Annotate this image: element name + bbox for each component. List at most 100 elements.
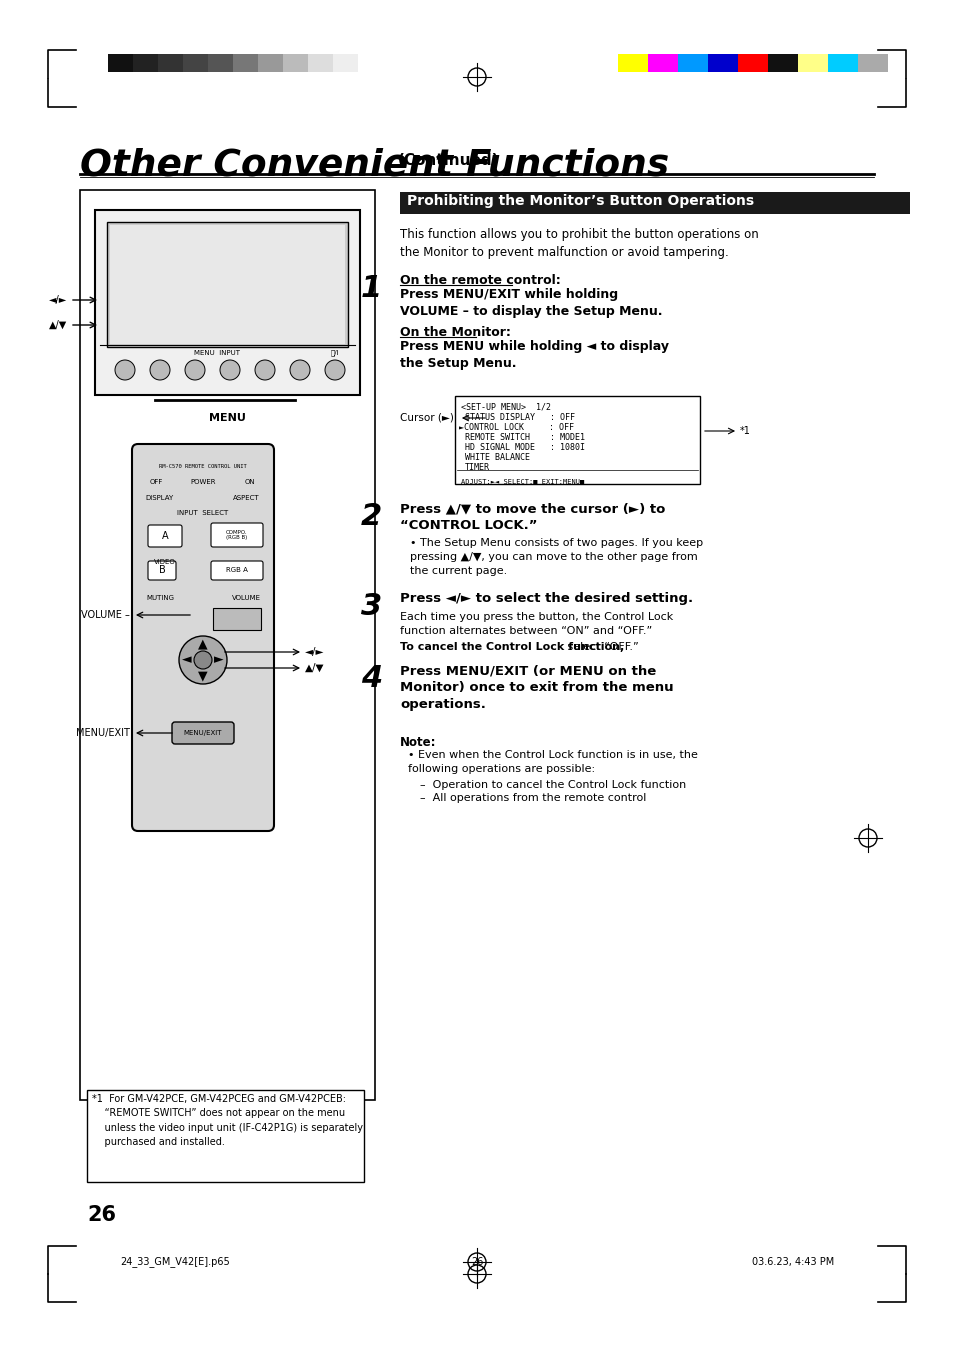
Text: To cancel the Control Lock function,: To cancel the Control Lock function,: [399, 643, 623, 652]
Bar: [95, 210, 359, 395]
Text: 24_33_GM_V42[E].p65: 24_33_GM_V42[E].p65: [120, 1257, 230, 1268]
Text: 2: 2: [360, 502, 381, 530]
Bar: [208, 54, 233, 72]
Text: ADJUST:►◄ SELECT:■ EXIT:MENU■: ADJUST:►◄ SELECT:■ EXIT:MENU■: [460, 479, 583, 484]
Bar: [738, 54, 767, 72]
Text: Other Convenient Functions: Other Convenient Functions: [80, 147, 669, 184]
Text: 26: 26: [87, 1206, 116, 1224]
Bar: [107, 222, 348, 346]
Text: select “OFF.”: select “OFF.”: [563, 643, 638, 652]
Text: COMPO.
(RGB B): COMPO. (RGB B): [226, 529, 248, 540]
Text: 3: 3: [360, 593, 381, 621]
Text: Note:: Note:: [399, 736, 436, 750]
Circle shape: [150, 360, 170, 380]
Bar: [108, 54, 132, 72]
Bar: [357, 54, 382, 72]
Bar: [183, 54, 208, 72]
Circle shape: [325, 360, 345, 380]
Bar: [678, 54, 707, 72]
Bar: [647, 54, 678, 72]
Bar: [767, 54, 797, 72]
Text: MUTING: MUTING: [146, 595, 173, 601]
Text: B: B: [158, 566, 165, 575]
Bar: [797, 54, 827, 72]
Text: WHITE BALANCE: WHITE BALANCE: [464, 453, 530, 461]
Text: ◄/►: ◄/►: [49, 295, 67, 304]
Text: VOLUME: VOLUME: [232, 595, 260, 601]
Text: (Continued): (Continued): [397, 153, 499, 168]
Bar: [707, 54, 738, 72]
Bar: [827, 54, 857, 72]
Text: MENU/EXIT: MENU/EXIT: [184, 731, 222, 736]
Text: ASPECT: ASPECT: [233, 495, 259, 501]
Bar: [308, 54, 333, 72]
Circle shape: [220, 360, 240, 380]
Bar: [857, 54, 887, 72]
Circle shape: [179, 636, 227, 685]
Text: POWER: POWER: [190, 479, 215, 484]
Circle shape: [254, 360, 274, 380]
Text: ▲: ▲: [198, 637, 208, 651]
Text: INPUT  SELECT: INPUT SELECT: [177, 510, 229, 515]
Bar: [110, 225, 345, 344]
Text: ON: ON: [244, 479, 255, 484]
FancyBboxPatch shape: [211, 524, 263, 547]
Text: DISPLAY: DISPLAY: [146, 495, 174, 501]
Bar: [333, 54, 357, 72]
Text: ▼: ▼: [198, 670, 208, 682]
Bar: [158, 54, 183, 72]
Text: Press MENU/EXIT while holding
VOLUME – to display the Setup Menu.: Press MENU/EXIT while holding VOLUME – t…: [399, 288, 661, 318]
FancyBboxPatch shape: [172, 723, 233, 744]
FancyBboxPatch shape: [148, 525, 182, 547]
Text: ►: ►: [214, 653, 224, 667]
Text: Press ◄/► to select the desired setting.: Press ◄/► to select the desired setting.: [399, 593, 693, 605]
Text: Cursor (►): Cursor (►): [399, 413, 454, 423]
Text: This function allows you to prohibit the button operations on
the Monitor to pre: This function allows you to prohibit the…: [399, 229, 758, 258]
FancyBboxPatch shape: [148, 561, 175, 580]
Circle shape: [193, 651, 212, 668]
Text: OFF: OFF: [150, 479, 163, 484]
Text: 4: 4: [360, 664, 381, 693]
Bar: [618, 54, 647, 72]
Bar: [87, 1091, 364, 1183]
FancyBboxPatch shape: [211, 561, 263, 580]
Text: ◄/►: ◄/►: [305, 647, 324, 658]
Bar: [80, 189, 375, 1100]
Circle shape: [185, 360, 205, 380]
Text: MENU: MENU: [209, 413, 245, 423]
Text: MENU  INPUT: MENU INPUT: [193, 350, 240, 356]
Text: MENU/EXIT: MENU/EXIT: [76, 728, 130, 737]
Text: HD SIGNAL MODE   : 1080I: HD SIGNAL MODE : 1080I: [464, 442, 584, 452]
Text: *1  For GM-V42PCE, GM-V42PCEG and GM-V42PCEB:
    “REMOTE SWITCH” does not appea: *1 For GM-V42PCE, GM-V42PCEG and GM-V42P…: [91, 1095, 363, 1147]
Bar: [257, 54, 283, 72]
Text: 26: 26: [471, 1257, 482, 1266]
Text: Prohibiting the Monitor’s Button Operations: Prohibiting the Monitor’s Button Operati…: [407, 193, 753, 208]
Text: 03.6.23, 4:43 PM: 03.6.23, 4:43 PM: [751, 1257, 833, 1266]
Text: VOLUME –: VOLUME –: [81, 610, 130, 620]
Text: ◄: ◄: [182, 653, 192, 667]
Bar: [399, 192, 909, 214]
Text: On the remote control:: On the remote control:: [399, 275, 560, 287]
Text: Press MENU/EXIT (or MENU on the
Monitor) once to exit from the menu
operations.: Press MENU/EXIT (or MENU on the Monitor)…: [399, 664, 673, 710]
Text: VIDEO: VIDEO: [153, 559, 175, 566]
Text: ▲/▼: ▲/▼: [49, 321, 67, 330]
Text: ▲/▼: ▲/▼: [305, 663, 324, 672]
Bar: [132, 54, 158, 72]
Circle shape: [115, 360, 135, 380]
Text: STATUS DISPLAY   : OFF: STATUS DISPLAY : OFF: [464, 413, 575, 422]
Text: ►CONTROL LOCK     : OFF: ►CONTROL LOCK : OFF: [458, 423, 574, 432]
Text: RM-C570 REMOTE CONTROL UNIT: RM-C570 REMOTE CONTROL UNIT: [159, 464, 247, 469]
Bar: [455, 396, 700, 484]
Text: Press MENU while holding ◄ to display
the Setup Menu.: Press MENU while holding ◄ to display th…: [399, 340, 668, 369]
Bar: [283, 54, 308, 72]
Text: Each time you press the button, the Control Lock
function alternates between “ON: Each time you press the button, the Cont…: [399, 612, 673, 636]
Text: Press ▲/▼ to move the cursor (►) to
“CONTROL LOCK.”: Press ▲/▼ to move the cursor (►) to “CON…: [399, 502, 664, 532]
Text: REMOTE SWITCH    : MODE1: REMOTE SWITCH : MODE1: [464, 433, 584, 442]
Text: –  All operations from the remote control: – All operations from the remote control: [419, 793, 646, 802]
Text: TIMER: TIMER: [464, 463, 490, 472]
Text: • The Setup Menu consists of two pages. If you keep
pressing ▲/▼, you can move t: • The Setup Menu consists of two pages. …: [410, 538, 702, 576]
Bar: [213, 607, 261, 630]
Text: –  Operation to cancel the Control Lock function: – Operation to cancel the Control Lock f…: [419, 779, 685, 790]
Text: <SET-UP MENU>  1/2: <SET-UP MENU> 1/2: [460, 403, 551, 413]
Text: *1: *1: [740, 426, 750, 436]
